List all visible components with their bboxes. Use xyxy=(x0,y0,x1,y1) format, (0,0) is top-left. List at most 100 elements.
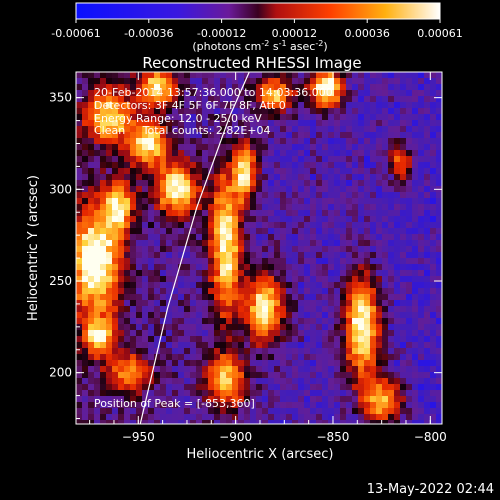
heatmap-cell xyxy=(322,186,329,193)
heatmap-cell xyxy=(76,144,83,151)
heatmap-cell xyxy=(142,90,149,97)
heatmap-cell xyxy=(190,360,197,367)
heatmap-cell xyxy=(376,294,383,301)
heatmap-cell xyxy=(376,384,383,391)
heatmap-cell xyxy=(286,246,293,253)
heatmap-cell xyxy=(298,390,305,397)
heatmap-cell xyxy=(310,222,317,229)
heatmap-cell xyxy=(112,78,119,85)
heatmap-cell xyxy=(394,408,401,415)
heatmap-cell xyxy=(298,414,305,421)
heatmap-cell xyxy=(148,90,155,97)
heatmap-cell xyxy=(436,408,442,415)
heatmap-cell xyxy=(256,348,263,355)
heatmap-cell xyxy=(184,258,191,265)
heatmap-cell xyxy=(100,120,107,127)
heatmap-cell xyxy=(304,294,311,301)
heatmap-cell xyxy=(304,330,311,337)
heatmap-cell xyxy=(280,126,287,133)
heatmap-cell xyxy=(220,180,227,187)
heatmap-cell xyxy=(394,180,401,187)
heatmap-cell xyxy=(430,402,437,409)
heatmap-cell xyxy=(292,318,299,325)
heatmap-cell xyxy=(304,324,311,331)
heatmap-cell xyxy=(148,216,155,223)
heatmap-cell xyxy=(400,126,407,133)
heatmap-cell xyxy=(94,336,101,343)
heatmap-cell xyxy=(232,402,239,409)
heatmap-cell xyxy=(376,390,383,397)
heatmap-cell xyxy=(406,414,413,421)
heatmap-cell xyxy=(232,198,239,205)
heatmap-cell xyxy=(178,180,185,187)
heatmap-cell xyxy=(202,108,209,115)
heatmap-cell xyxy=(304,342,311,349)
heatmap-cell xyxy=(172,168,179,175)
heatmap-cell xyxy=(376,210,383,217)
heatmap-cell xyxy=(100,228,107,235)
heatmap-cell xyxy=(208,264,215,271)
heatmap-cell xyxy=(364,174,371,181)
heatmap-cell xyxy=(196,96,203,103)
heatmap-cell xyxy=(202,96,209,103)
heatmap-cell xyxy=(382,126,389,133)
heatmap-cell xyxy=(370,246,377,253)
heatmap-cell xyxy=(262,372,269,379)
heatmap-cell xyxy=(196,246,203,253)
heatmap-cell xyxy=(160,264,167,271)
heatmap-cell xyxy=(388,210,395,217)
heatmap-cell xyxy=(184,330,191,337)
heatmap-cell xyxy=(364,414,371,421)
heatmap-cell xyxy=(400,252,407,259)
heatmap-cell xyxy=(100,366,107,373)
heatmap-cell xyxy=(274,342,281,349)
heatmap-cell xyxy=(328,318,335,325)
heatmap-cell xyxy=(364,162,371,169)
heatmap-cell xyxy=(208,156,215,163)
heatmap-cell xyxy=(310,78,317,85)
heatmap-cell xyxy=(436,252,442,259)
heatmap-cell xyxy=(286,78,293,85)
heatmap-cell xyxy=(244,108,251,115)
heatmap-cell xyxy=(286,234,293,241)
heatmap-cell xyxy=(436,330,442,337)
heatmap-cell xyxy=(424,258,431,265)
heatmap-cell xyxy=(118,276,125,283)
heatmap-cell xyxy=(382,252,389,259)
heatmap-cell xyxy=(94,150,101,157)
heatmap-cell xyxy=(136,336,143,343)
heatmap-cell xyxy=(166,132,173,139)
heatmap-cell xyxy=(304,198,311,205)
heatmap-cell xyxy=(88,282,95,289)
heatmap-cell xyxy=(244,288,251,295)
heatmap-cell xyxy=(400,264,407,271)
heatmap-cell xyxy=(430,360,437,367)
heatmap-cell xyxy=(154,198,161,205)
heatmap-cell xyxy=(124,84,131,91)
heatmap-cell xyxy=(136,342,143,349)
heatmap-cell xyxy=(298,384,305,391)
heatmap-cell xyxy=(166,324,173,331)
heatmap-cell xyxy=(256,294,263,301)
heatmap-cell xyxy=(244,162,251,169)
heatmap-cell xyxy=(112,390,119,397)
heatmap-cell xyxy=(130,222,137,229)
heatmap-cell xyxy=(178,168,185,175)
heatmap-cell xyxy=(130,324,137,331)
heatmap-cell xyxy=(226,96,233,103)
heatmap-cell xyxy=(412,108,419,115)
heatmap-cell xyxy=(358,246,365,253)
heatmap-cell xyxy=(256,108,263,115)
heatmap-cell xyxy=(202,84,209,91)
heatmap-cell xyxy=(394,366,401,373)
heatmap-cell xyxy=(364,348,371,355)
heatmap-cell xyxy=(214,126,221,133)
heatmap-cell xyxy=(106,402,113,409)
heatmap-cell xyxy=(376,84,383,91)
heatmap-cell xyxy=(76,204,83,211)
heatmap-cell xyxy=(316,114,323,121)
heatmap-cell xyxy=(310,96,317,103)
heatmap-cell xyxy=(178,366,185,373)
heatmap-cell xyxy=(310,342,317,349)
heatmap-cell xyxy=(244,192,251,199)
